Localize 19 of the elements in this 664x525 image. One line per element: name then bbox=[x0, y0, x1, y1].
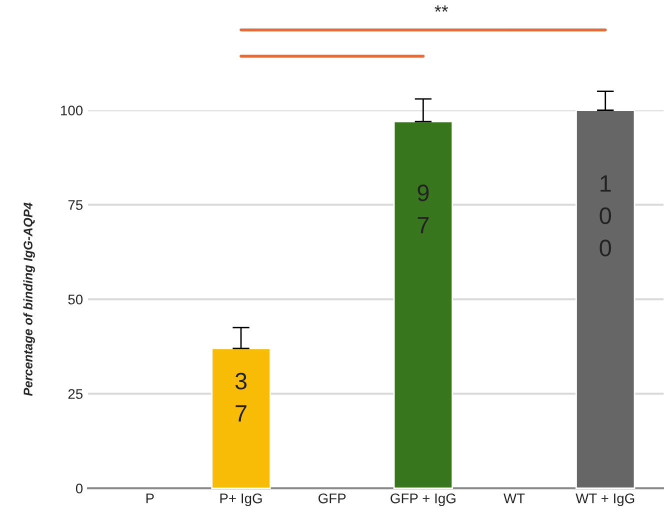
bar bbox=[393, 120, 454, 489]
y-axis-title: Percentage of binding IgG-AQP4 bbox=[23, 202, 35, 396]
y-tick-label: 75 bbox=[68, 200, 83, 210]
y-tick-label: 50 bbox=[68, 294, 83, 304]
x-tick-label: WT + IgG bbox=[576, 493, 634, 506]
x-tick-label: WT bbox=[504, 494, 525, 504]
x-tick-label: P bbox=[146, 494, 154, 504]
data-label: 9 7 bbox=[418, 184, 429, 234]
bar bbox=[211, 348, 271, 489]
bar bbox=[576, 110, 636, 489]
y-tick-label: 0 bbox=[76, 484, 83, 494]
y-tick-label: 100 bbox=[61, 106, 83, 116]
x-tick-label: P+ IgG bbox=[220, 493, 262, 506]
y-tick-label: 25 bbox=[68, 389, 83, 399]
data-label: 3 7 bbox=[235, 372, 247, 422]
x-tick-label: GFP bbox=[318, 493, 346, 504]
x-tick-label: GFP + IgG bbox=[390, 493, 456, 506]
data-label: 1 0 0 bbox=[600, 175, 612, 256]
text: ** bbox=[434, 5, 448, 12]
